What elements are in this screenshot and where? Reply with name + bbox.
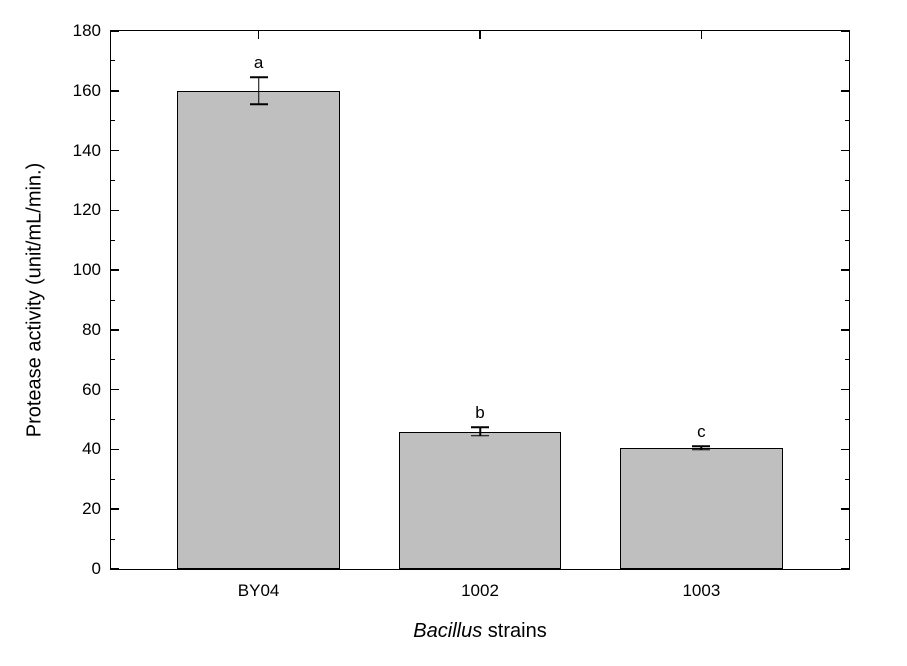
x-tick-label: 1002 (461, 569, 499, 601)
y-tick-label: 60 (82, 380, 111, 400)
y-tick (111, 508, 119, 510)
y-tick-label: 160 (73, 81, 111, 101)
y-tick-label: 0 (92, 559, 111, 579)
y-tick (111, 269, 119, 271)
y-tick (111, 30, 119, 32)
y-tick (111, 359, 115, 360)
y-tick (841, 389, 849, 391)
y-tick (845, 479, 849, 480)
x-tick (479, 31, 481, 39)
y-tick (841, 30, 849, 32)
bar (399, 432, 561, 569)
y-tick (841, 210, 849, 212)
y-tick (111, 210, 119, 212)
bar-significance-label: b (475, 403, 484, 423)
y-tick (111, 300, 115, 301)
error-cap (692, 449, 710, 451)
y-tick (111, 419, 115, 420)
y-tick (841, 568, 849, 570)
y-tick (845, 300, 849, 301)
y-tick-label: 40 (82, 439, 111, 459)
y-tick (845, 359, 849, 360)
y-tick (845, 120, 849, 121)
y-tick (111, 180, 115, 181)
y-axis-title: Protease activity (unit/mL/min.) (24, 163, 47, 438)
y-tick-label: 120 (73, 200, 111, 220)
y-tick (111, 539, 115, 540)
y-tick-label: 180 (73, 21, 111, 41)
y-tick (845, 180, 849, 181)
y-tick (845, 419, 849, 420)
x-tick-label: 1003 (682, 569, 720, 601)
bar (620, 448, 782, 569)
x-axis-title: Bacillus strains (413, 620, 546, 643)
chart-container: 020406080100120140160180BY04a1002b1003c … (0, 0, 907, 666)
y-tick-label: 80 (82, 320, 111, 340)
y-tick-label: 20 (82, 499, 111, 519)
y-tick-label: 140 (73, 141, 111, 161)
plot-area: 020406080100120140160180BY04a1002b1003c (110, 30, 850, 570)
y-tick (841, 90, 849, 92)
x-tick (701, 31, 703, 39)
y-tick (841, 449, 849, 451)
x-axis-title-italic: Bacillus (413, 620, 482, 642)
error-bar (258, 77, 260, 104)
bar-significance-label: a (254, 53, 263, 73)
y-tick (111, 449, 119, 451)
y-tick (841, 508, 849, 510)
y-tick (111, 479, 115, 480)
error-cap (692, 445, 710, 447)
y-tick (841, 269, 849, 271)
error-cap (250, 103, 268, 105)
error-cap (471, 426, 489, 428)
y-tick (111, 389, 119, 391)
y-tick (111, 60, 115, 61)
y-tick (845, 60, 849, 61)
y-tick (845, 240, 849, 241)
y-tick (111, 150, 119, 152)
y-tick-label: 100 (73, 260, 111, 280)
y-tick (841, 150, 849, 152)
error-cap (471, 435, 489, 437)
x-tick (258, 31, 260, 39)
y-tick (111, 120, 115, 121)
y-tick (111, 568, 119, 570)
y-tick (111, 90, 119, 92)
y-tick (841, 329, 849, 331)
bar (177, 91, 339, 569)
y-tick (845, 539, 849, 540)
x-axis-title-rest: strains (482, 620, 546, 642)
error-cap (250, 77, 268, 79)
x-tick-label: BY04 (238, 569, 280, 601)
y-tick (111, 329, 119, 331)
bar-significance-label: c (697, 422, 706, 442)
y-tick (111, 240, 115, 241)
